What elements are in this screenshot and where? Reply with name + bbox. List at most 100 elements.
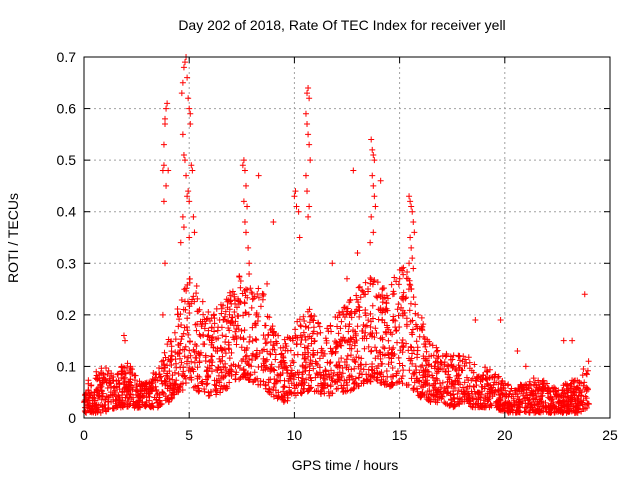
data-point-cloud: [313, 387, 320, 394]
data-point-cloud: [179, 372, 186, 379]
data-point-cloud: [175, 370, 182, 377]
data-point: [296, 234, 303, 241]
data-point-cloud: [418, 314, 425, 321]
data-point-cloud: [314, 330, 321, 337]
data-point-cloud: [348, 314, 355, 321]
data-point-cloud: [326, 360, 333, 367]
data-point-cloud: [93, 368, 100, 375]
data-point-cloud: [206, 336, 213, 343]
data-point-cloud: [262, 381, 269, 388]
data-point: [181, 157, 188, 164]
data-point-cloud: [226, 306, 233, 313]
data-point-cloud: [409, 350, 416, 357]
data-point: [179, 213, 186, 220]
data-point-cloud: [470, 401, 477, 408]
data-point-cloud: [373, 347, 380, 354]
data-point-cloud: [399, 336, 406, 343]
data-point-cloud: [233, 369, 240, 376]
data-point-cloud: [136, 395, 143, 402]
data-point-cloud: [101, 375, 108, 382]
data-point: [183, 172, 190, 179]
data-point-cloud: [339, 308, 346, 315]
data-point-cloud: [380, 373, 387, 380]
data-point-cloud: [471, 361, 478, 368]
data-point-cloud: [201, 316, 208, 323]
data-point-cloud: [378, 361, 385, 368]
data-point-cloud: [226, 355, 233, 362]
data-point-cloud: [392, 324, 399, 331]
data-point-cloud: [220, 363, 227, 370]
data-point-cloud: [322, 335, 329, 342]
data-point-cloud: [375, 353, 382, 360]
data-point-cloud: [186, 300, 193, 307]
data-point-cloud: [374, 294, 381, 301]
data-point-cloud: [375, 316, 382, 323]
data-point-cloud: [439, 352, 446, 359]
data-point-cloud: [121, 374, 128, 381]
data-point: [472, 317, 479, 324]
data-point-cloud: [198, 379, 205, 386]
data-point-cloud: [194, 382, 201, 389]
data-point-cloud: [460, 384, 467, 391]
data-point-cloud: [400, 367, 407, 374]
data-point-cloud: [526, 378, 533, 385]
data-point: [411, 229, 418, 236]
data-point-cloud: [275, 364, 282, 371]
data-point-cloud: [394, 306, 401, 313]
data-point-cloud: [555, 387, 562, 394]
data-point-cloud: [475, 389, 482, 396]
data-point-cloud: [362, 361, 369, 368]
data-point: [295, 208, 302, 215]
data-point: [264, 280, 271, 287]
data-point-cloud: [322, 381, 329, 388]
data-point-cloud: [260, 346, 267, 353]
data-point-cloud: [529, 398, 536, 405]
data-point-cloud: [340, 384, 347, 391]
data-point-cloud: [183, 323, 190, 330]
data-point-cloud: [161, 349, 168, 356]
data-point-cloud: [169, 376, 176, 383]
data-point-cloud: [175, 323, 182, 330]
data-point-cloud: [461, 379, 468, 386]
data-point-cloud: [164, 362, 171, 369]
data-point-cloud: [288, 372, 295, 379]
data-point-cloud: [340, 334, 347, 341]
data-point-cloud: [87, 408, 94, 415]
data-point-cloud: [443, 352, 450, 359]
data-point-cloud: [345, 366, 352, 373]
data-point-cloud: [281, 377, 288, 384]
data-point-cloud: [104, 371, 111, 378]
data-point-cloud: [413, 338, 420, 345]
data-point-cloud: [176, 355, 183, 362]
data-point-cloud: [86, 397, 93, 404]
data-point: [184, 193, 191, 200]
data-point-cloud: [353, 292, 360, 299]
data-point-cloud: [212, 386, 219, 393]
data-point-cloud: [168, 353, 175, 360]
data-point-cloud: [348, 386, 355, 393]
data-point-cloud: [219, 346, 226, 353]
data-point-cloud: [471, 384, 478, 391]
data-point-cloud: [317, 329, 324, 336]
data-point-cloud: [461, 398, 468, 405]
data-point-cloud: [180, 330, 187, 337]
data-point-cloud: [411, 371, 418, 378]
data-point-cloud: [186, 310, 193, 317]
data-point-cloud: [515, 409, 522, 416]
data-point-cloud: [411, 379, 418, 386]
data-point-cloud: [512, 387, 519, 394]
data-point-cloud: [124, 394, 131, 401]
data-point: [190, 213, 197, 220]
data-point-cloud: [226, 289, 233, 296]
data-point-cloud: [264, 348, 271, 355]
data-point-cloud: [434, 365, 441, 372]
data-point-cloud: [210, 312, 217, 319]
data-point-cloud: [300, 313, 307, 320]
data-point-cloud: [304, 345, 311, 352]
data-point-cloud: [163, 372, 170, 379]
data-point-cloud: [205, 332, 212, 339]
data-point-cloud: [281, 364, 288, 371]
data-point-cloud: [404, 268, 411, 275]
data-point-cloud: [399, 343, 406, 350]
data-point-cloud: [85, 377, 92, 384]
